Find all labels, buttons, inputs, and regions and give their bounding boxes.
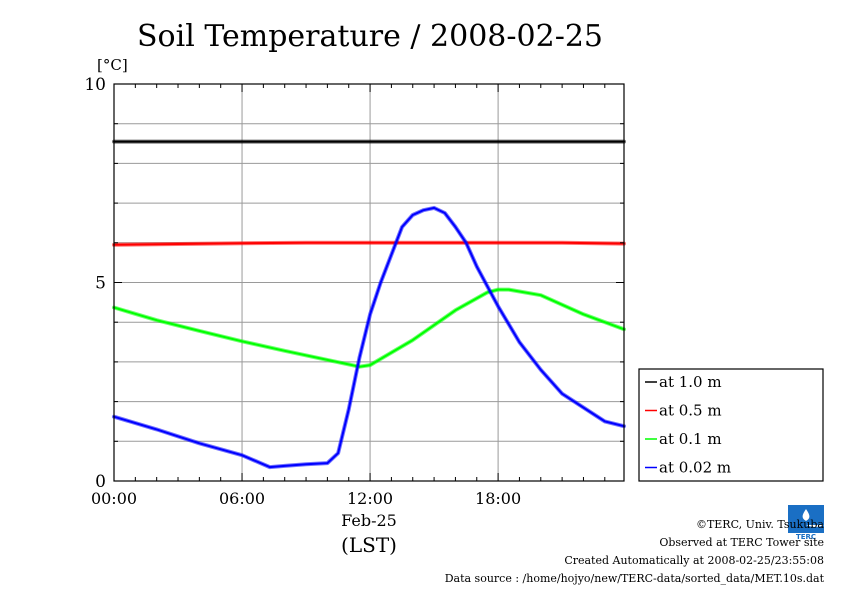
series-line: [113, 288, 625, 368]
legend-label: at 1.0 m: [659, 373, 722, 391]
axes: 0 5 10 00:00 06:00 12:00 18:00: [84, 75, 624, 508]
y-tick-label: 10: [84, 75, 106, 95]
footer-source: Data source : /home/hojyo/new/TERC-data/…: [444, 572, 824, 585]
footer-created: Created Automatically at 2008-02-25/23:5…: [564, 554, 824, 567]
svg-text:TERC: TERC: [796, 533, 816, 541]
y-axis-unit-label: [°C]: [97, 56, 128, 74]
chart-title: Soil Temperature / 2008-02-25: [137, 19, 603, 54]
terc-logo: TERC: [786, 503, 826, 541]
x-axis-label: (LST): [341, 533, 397, 557]
y-tick-label: 0: [95, 472, 106, 492]
legend-box: [638, 368, 824, 482]
legend-label: at 0.1 m: [659, 430, 722, 448]
series-line-glow: [112, 205, 626, 470]
footer-observed: Observed at TERC Tower site: [659, 536, 824, 549]
legend-label: at 0.5 m: [659, 402, 722, 420]
y-tick-label: 5: [95, 274, 106, 294]
footer-copyright: ©TERC, Univ. Tsukuba: [695, 518, 824, 531]
x-tick-label: 18:00: [475, 489, 521, 508]
legend-label: at 0.02 m: [659, 459, 731, 477]
x-tick-label: 00:00: [91, 489, 137, 508]
x-tick-label: 12:00: [347, 489, 393, 508]
x-date-label: Feb-25: [341, 511, 397, 530]
x-tick-label: 06:00: [219, 489, 265, 508]
legend: at 1.0 m at 0.5 m at 0.1 m at 0.02 m: [638, 368, 824, 482]
series-line: [113, 206, 625, 469]
series-lines: [112, 139, 626, 470]
series-line: [113, 241, 625, 246]
